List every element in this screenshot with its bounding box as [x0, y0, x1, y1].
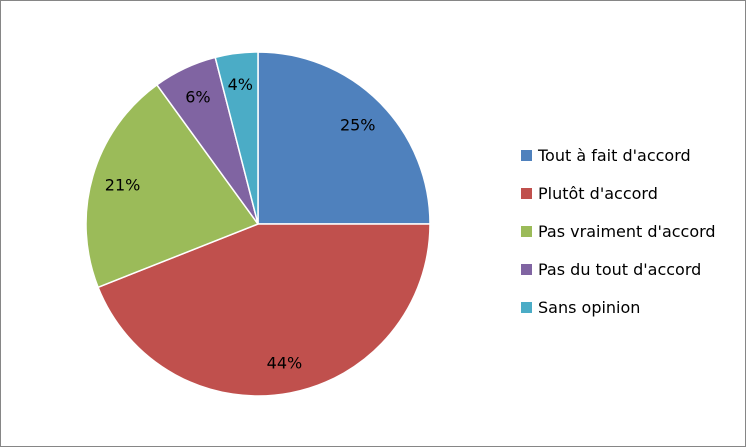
- pie-slice-5: [214, 51, 259, 225]
- legend-swatch: [521, 301, 532, 313]
- legend-swatch: [521, 225, 532, 237]
- legend-label: Sans opinion: [538, 297, 641, 317]
- legend-label: Pas du tout d'accord: [538, 259, 702, 279]
- data-label-4: 6%: [185, 87, 210, 106]
- pie-slice-1: [257, 51, 431, 225]
- data-label-3: 21%: [105, 176, 141, 195]
- legend-label: Plutôt d'accord: [538, 184, 658, 204]
- data-label-2: 44%: [267, 354, 303, 373]
- legend-swatch: [521, 188, 532, 200]
- legend-swatch: [521, 150, 532, 162]
- legend-label: Pas vraiment d'accord: [538, 221, 716, 241]
- legend-item: Sans opinion: [521, 288, 716, 326]
- legend-item: Pas du tout d'accord: [521, 250, 716, 288]
- pie-slice-3: [85, 83, 260, 289]
- data-label-5: 4%: [228, 75, 253, 94]
- pie-slice-2: [97, 223, 431, 397]
- legend-label: Tout à fait d'accord: [538, 146, 691, 166]
- legend-item: Plutôt d'accord: [521, 175, 716, 213]
- legend-item: Pas vraiment d'accord: [521, 213, 716, 251]
- legend-swatch: [521, 263, 532, 275]
- legend-item: Tout à fait d'accord: [521, 137, 716, 175]
- data-label-1: 25%: [340, 115, 376, 134]
- legend: Tout à fait d'accord Plutôt d'accord Pas v…: [521, 137, 716, 326]
